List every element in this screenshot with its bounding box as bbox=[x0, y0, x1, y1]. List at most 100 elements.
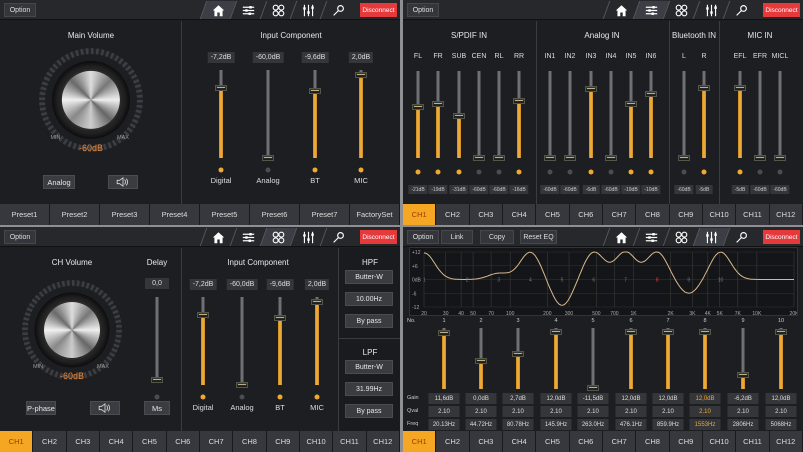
channel-tab-ch4[interactable]: CH4 bbox=[99, 431, 134, 452]
channel-tab-ch7[interactable]: CH7 bbox=[199, 431, 234, 452]
preset-preset7[interactable]: Preset7 bbox=[300, 204, 350, 225]
band-7-q[interactable]: 2.10 bbox=[652, 406, 684, 417]
nav-tab-sliders[interactable] bbox=[636, 228, 666, 246]
nav-tab-mixer[interactable] bbox=[293, 1, 323, 19]
channel-tab-ch11[interactable]: CH11 bbox=[333, 431, 367, 452]
channel-tab-ch5[interactable]: CH5 bbox=[133, 431, 167, 452]
mixer-l-slider-handle[interactable] bbox=[678, 155, 690, 161]
band-7-gain-slider-handle[interactable] bbox=[662, 329, 674, 336]
delay-slider-handle[interactable] bbox=[151, 377, 163, 383]
channel-tab-ch6[interactable]: CH6 bbox=[569, 431, 603, 452]
mixer-micl-slider-handle[interactable] bbox=[774, 155, 786, 161]
mixer-cen-slider-track[interactable] bbox=[477, 71, 481, 158]
channel-tab-ch2[interactable]: CH2 bbox=[33, 431, 67, 452]
band-10-gain[interactable]: 12,0dB bbox=[765, 393, 797, 404]
option-button[interactable]: Option bbox=[407, 230, 439, 244]
p-phase-button[interactable]: P-phase bbox=[26, 401, 56, 415]
nav-tab-mixer[interactable] bbox=[293, 228, 323, 246]
band-2-freq[interactable]: 44.72Hz bbox=[465, 419, 497, 430]
band-2-gain-slider-handle[interactable] bbox=[475, 357, 487, 364]
mixer-micl-slider-track[interactable] bbox=[778, 71, 782, 158]
nav-tab-home[interactable] bbox=[203, 1, 233, 19]
mixer-l-slider-track[interactable] bbox=[682, 71, 686, 158]
mixer-in3-slider-handle[interactable] bbox=[585, 86, 597, 93]
band-7-gain[interactable]: 12,0dB bbox=[652, 393, 684, 404]
channel-tab-ch3[interactable]: CH3 bbox=[66, 431, 100, 452]
band-1-gain-slider-handle[interactable] bbox=[438, 330, 450, 337]
channel-tab-ch4[interactable]: CH4 bbox=[502, 204, 537, 225]
input-digital-slider-handle[interactable] bbox=[197, 311, 209, 318]
nav-tab-mic-wrench[interactable] bbox=[726, 1, 756, 19]
nav-tab-home[interactable] bbox=[606, 228, 636, 246]
input-mic-slider-handle[interactable] bbox=[311, 299, 323, 306]
band-6-freq[interactable]: 476.1Hz bbox=[615, 419, 647, 430]
hpf-bypass-button[interactable]: By pass bbox=[345, 314, 393, 328]
mixer-in5-slider-handle[interactable] bbox=[625, 101, 637, 108]
preset-preset2[interactable]: Preset2 bbox=[50, 204, 100, 225]
channel-tab-ch5[interactable]: CH5 bbox=[536, 431, 570, 452]
band-9-gain[interactable]: -6,2dB bbox=[727, 393, 759, 404]
disconnect-button[interactable]: Disconnect bbox=[763, 230, 800, 244]
band-1-q[interactable]: 2.10 bbox=[428, 406, 460, 417]
channel-tab-ch1[interactable]: CH1 bbox=[403, 204, 437, 225]
band-10-freq[interactable]: 5068Hz bbox=[765, 419, 797, 430]
channel-tab-ch8[interactable]: CH8 bbox=[636, 431, 670, 452]
mixer-rl-slider-handle[interactable] bbox=[493, 155, 505, 161]
mixer-in1-slider-track[interactable] bbox=[548, 71, 552, 158]
band-8-gain[interactable]: 12,0dB bbox=[689, 393, 721, 404]
channel-tab-ch6[interactable]: CH6 bbox=[166, 431, 200, 452]
band-2-q[interactable]: 2.10 bbox=[465, 406, 497, 417]
hpf-type-button[interactable]: Butter-W bbox=[345, 270, 393, 284]
nav-tab-grid[interactable] bbox=[263, 228, 293, 246]
input-analog-slider-handle[interactable] bbox=[236, 382, 248, 388]
band-8-q[interactable]: 2.10 bbox=[689, 406, 721, 417]
channel-tab-ch12[interactable]: CH12 bbox=[769, 204, 803, 225]
channel-tab-ch10[interactable]: CH10 bbox=[299, 431, 334, 452]
nav-tab-grid[interactable] bbox=[263, 1, 293, 19]
band-6-q[interactable]: 2.10 bbox=[615, 406, 647, 417]
volume-knob[interactable] bbox=[44, 302, 100, 358]
mixer-efr-slider-track[interactable] bbox=[758, 71, 762, 158]
input-bt-slider-handle[interactable] bbox=[274, 314, 286, 321]
disconnect-button[interactable]: Disconnect bbox=[360, 230, 397, 244]
option-button[interactable]: Option bbox=[4, 230, 36, 244]
eq-response-graph[interactable]: 20 30 40 50 70 100 200 300 500 700 1K 2K 3K 4K 5K 7K 10K… bbox=[409, 247, 798, 316]
channel-tab-ch4[interactable]: CH4 bbox=[502, 431, 537, 452]
band-1-gain[interactable]: 11,6dB bbox=[428, 393, 460, 404]
band-8-freq[interactable]: 1553Hz bbox=[689, 419, 721, 430]
mute-button[interactable] bbox=[108, 175, 138, 189]
band-4-q[interactable]: 2.10 bbox=[540, 406, 572, 417]
channel-tab-ch9[interactable]: CH9 bbox=[266, 431, 300, 452]
nav-tab-mixer[interactable] bbox=[696, 228, 726, 246]
disconnect-button[interactable]: Disconnect bbox=[360, 3, 397, 17]
input-analog-slider-handle[interactable] bbox=[262, 155, 274, 161]
band-5-gain-slider-handle[interactable] bbox=[587, 384, 599, 391]
channel-tab-ch11[interactable]: CH11 bbox=[736, 204, 770, 225]
disconnect-button[interactable]: Disconnect bbox=[763, 3, 800, 17]
lpf-bypass-button[interactable]: By pass bbox=[345, 404, 393, 418]
channel-tab-ch3[interactable]: CH3 bbox=[469, 431, 503, 452]
band-7-freq[interactable]: 859.9Hz bbox=[652, 419, 684, 430]
band-1-freq[interactable]: 20.13Hz bbox=[428, 419, 460, 430]
band-4-gain[interactable]: 12,0dB bbox=[540, 393, 572, 404]
channel-tab-ch7[interactable]: CH7 bbox=[602, 431, 637, 452]
mixer-r-slider-handle[interactable] bbox=[698, 85, 710, 92]
lpf-type-button[interactable]: Butter-W bbox=[345, 360, 393, 374]
channel-tab-ch12[interactable]: CH12 bbox=[769, 431, 803, 452]
band-4-gain-slider-handle[interactable] bbox=[550, 329, 562, 336]
band-3-gain-slider-handle[interactable] bbox=[512, 351, 524, 358]
delay-slider-track[interactable] bbox=[155, 297, 159, 380]
band-3-gain[interactable]: 2,7dB bbox=[502, 393, 534, 404]
band-3-freq[interactable]: 80.78Hz bbox=[502, 419, 534, 430]
source-analog-button[interactable]: Analog bbox=[43, 175, 75, 189]
band-9-gain-slider-handle[interactable] bbox=[737, 372, 749, 379]
input-analog-slider-track[interactable] bbox=[266, 70, 270, 158]
mixer-in4-slider-handle[interactable] bbox=[605, 155, 617, 161]
option-button[interactable]: Option bbox=[407, 3, 439, 17]
delay-unit-button[interactable]: Ms bbox=[144, 401, 170, 415]
mixer-in2-slider-track[interactable] bbox=[568, 71, 572, 158]
mixer-in2-slider-handle[interactable] bbox=[564, 155, 576, 161]
channel-tab-ch11[interactable]: CH11 bbox=[736, 431, 770, 452]
channel-tab-ch5[interactable]: CH5 bbox=[536, 204, 570, 225]
channel-tab-ch12[interactable]: CH12 bbox=[366, 431, 400, 452]
